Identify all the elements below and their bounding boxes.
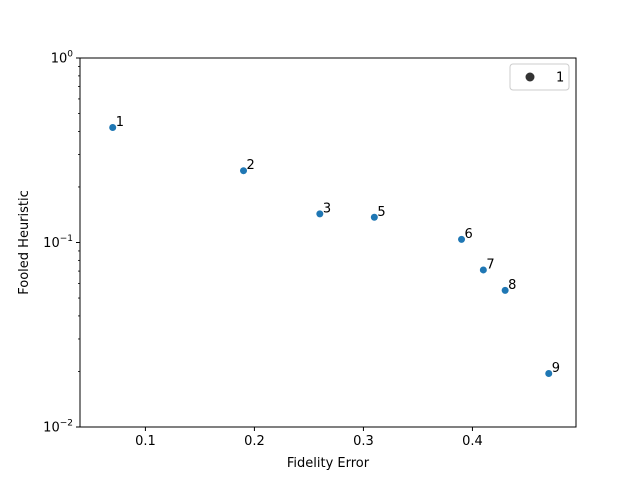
data-point [316, 210, 324, 218]
legend: 1 [509, 63, 570, 91]
x-tick-label: 0.2 [244, 434, 265, 449]
x-tick-label: 0.3 [353, 434, 374, 449]
plot-frame [79, 57, 577, 428]
data-point [240, 167, 248, 175]
data-point-label: 6 [465, 227, 473, 242]
data-point [479, 266, 487, 274]
data-point [458, 235, 466, 243]
y-tick-exponent: 0 [67, 50, 73, 60]
data-point-label: 2 [247, 158, 255, 173]
data-point [109, 124, 117, 132]
data-point-label: 8 [508, 278, 516, 293]
legend-marker [525, 72, 535, 82]
data-point-label: 5 [377, 205, 385, 220]
y-tick-base: 10 [43, 421, 60, 436]
y-tick-exponent: −1 [60, 234, 73, 244]
y-tick-label: 10−2 [43, 419, 73, 436]
legend-entry-label: 1 [556, 71, 564, 86]
y-tick-base: 10 [51, 52, 68, 67]
y-tick-label: 100 [51, 50, 74, 67]
data-point [545, 369, 553, 377]
data-points: 1 2 3 5 678 9 [109, 115, 560, 377]
x-axis-label: Fidelity Error [287, 456, 370, 471]
legend-box [509, 63, 570, 91]
data-point [501, 286, 509, 294]
y-tick-label: 10−1 [43, 234, 73, 251]
data-point-label: 3 [323, 201, 331, 216]
data-point-label: 1 [116, 115, 124, 130]
y-tick-base: 10 [43, 236, 60, 251]
data-point-label: 9 [552, 361, 560, 376]
x-tick-label: 0.1 [135, 434, 156, 449]
plot-area [80, 58, 576, 427]
y-axis-label: Fooled Heuristic [17, 190, 32, 295]
data-point [370, 213, 378, 221]
data-point-label: 7 [486, 257, 494, 272]
y-tick-exponent: −2 [60, 419, 73, 429]
x-tick-label: 0.4 [462, 434, 483, 449]
